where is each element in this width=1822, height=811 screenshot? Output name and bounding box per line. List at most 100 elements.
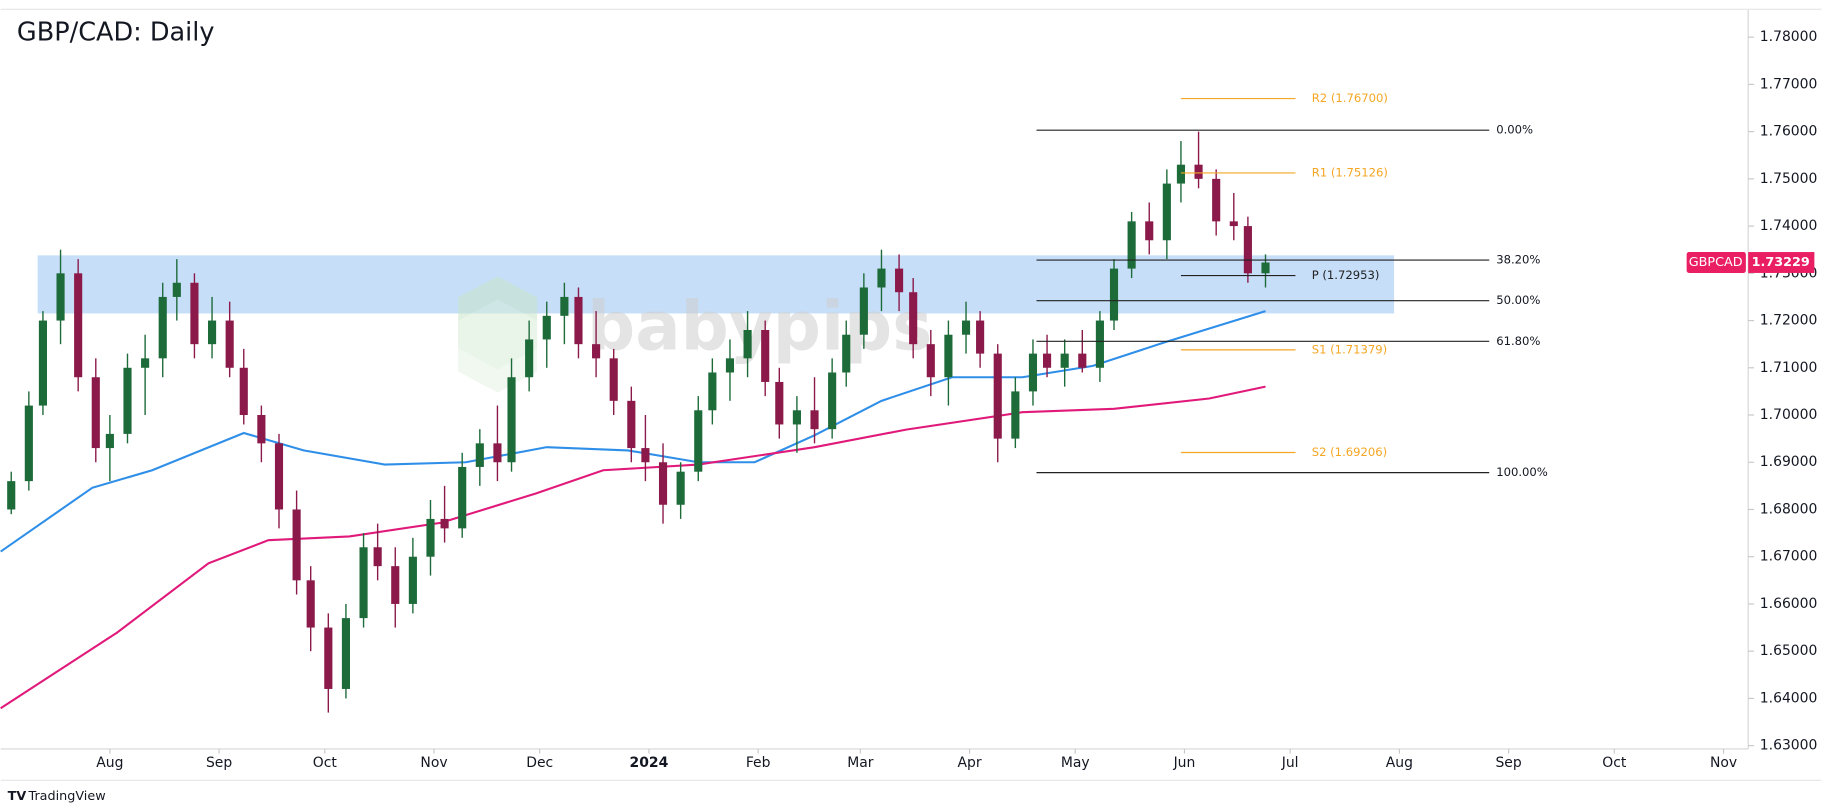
candle-body — [306, 580, 315, 628]
candle-body — [172, 282, 181, 297]
candle-body — [909, 292, 918, 345]
y-tick-label: 1.66000 — [1760, 596, 1818, 612]
y-tick-label: 1.75000 — [1760, 171, 1818, 187]
candle-body — [391, 566, 400, 604]
y-tick-label: 1.70000 — [1760, 407, 1818, 423]
candle-body — [426, 518, 435, 557]
candle-body — [944, 334, 953, 378]
candle-body — [761, 329, 770, 382]
zone-layer — [37, 255, 1395, 314]
symbol-label: GBPCAD — [1689, 255, 1743, 270]
y-tick-label: 1.69000 — [1760, 454, 1818, 470]
fib-label: 38.20% — [1496, 253, 1540, 267]
candle-body — [158, 296, 167, 359]
moving-average — [0, 385, 1266, 710]
candle-body — [359, 547, 368, 619]
price-label: 1.73229 — [1752, 255, 1810, 270]
pivot-label: S2 (1.69206) — [1312, 445, 1388, 459]
candle-body — [408, 556, 417, 604]
watermark-logo — [458, 276, 538, 370]
candle-body — [274, 443, 284, 510]
y-tick-label: 1.74000 — [1760, 218, 1818, 234]
candle-body — [993, 353, 1002, 439]
candle-body — [775, 381, 784, 425]
candle-body — [1042, 353, 1052, 368]
candle-body — [810, 410, 819, 430]
watermark-logo — [458, 299, 538, 393]
candle-body — [56, 273, 65, 321]
x-tick-label: Feb — [746, 755, 771, 771]
pivot-label: P (1.72953) — [1312, 268, 1380, 282]
x-tick-label: Dec — [526, 755, 553, 771]
candle-body — [725, 358, 735, 373]
candle-body — [38, 320, 48, 406]
candle-body — [743, 329, 752, 359]
x-tick-label: Nov — [420, 755, 447, 771]
chart-title: GBP/CAD: Daily — [17, 18, 215, 48]
candle-body — [1194, 164, 1203, 179]
candle-body — [658, 462, 668, 505]
x-tick-label: Jul — [1281, 755, 1299, 771]
candle-body — [141, 358, 150, 368]
candle-body — [842, 334, 851, 373]
fib-label: 61.80% — [1496, 334, 1540, 348]
candle-body — [207, 320, 217, 345]
pivot-label: R1 (1.75126) — [1312, 165, 1388, 179]
symbol-tag — [1686, 252, 1746, 273]
candle-body — [1109, 268, 1119, 321]
candle-body — [440, 518, 449, 529]
y-tick-label: 1.67000 — [1760, 549, 1818, 565]
candle-body — [1261, 262, 1270, 274]
candle-body — [961, 320, 971, 335]
candle-body — [574, 296, 583, 345]
candle-body — [877, 268, 886, 288]
candle-body — [225, 320, 234, 368]
candle-body — [708, 372, 717, 411]
candle-body — [1162, 183, 1171, 241]
candle-body — [123, 367, 132, 434]
x-tick-label: Oct — [1602, 755, 1627, 771]
y-tick-label: 1.71000 — [1760, 360, 1818, 376]
candle-body — [1095, 320, 1104, 368]
candle-body — [458, 466, 467, 529]
candle-body — [324, 627, 333, 689]
pivot-label: S1 (1.71379) — [1312, 342, 1388, 356]
candle-body — [1011, 391, 1020, 439]
candle-body — [542, 315, 551, 340]
candle-body — [1060, 353, 1069, 368]
candle-body — [560, 296, 569, 316]
fib-label: 100.00% — [1496, 465, 1548, 479]
footer-logo: TV — [8, 789, 27, 804]
candle-body — [91, 377, 100, 449]
candle-body — [828, 372, 837, 430]
x-tick-label: Aug — [96, 755, 123, 771]
candle-body — [475, 443, 484, 467]
fib-label: 0.00% — [1496, 123, 1533, 137]
x-tick-label: Sep — [206, 755, 232, 771]
candle-body — [641, 448, 650, 463]
x-tick-label: Sep — [1495, 755, 1521, 771]
x-tick-label: Apr — [958, 755, 982, 771]
candle-body — [1028, 353, 1038, 392]
candle-body — [694, 410, 703, 472]
x-tick-label: Jun — [1173, 755, 1196, 771]
candle-body — [1212, 178, 1221, 222]
candle-body — [609, 358, 618, 401]
candle-body — [525, 339, 534, 378]
candle-body — [507, 377, 516, 463]
candle-body — [592, 344, 601, 359]
candle-body — [1127, 221, 1136, 269]
y-tick-label: 1.78000 — [1760, 29, 1818, 45]
candle-body — [926, 344, 935, 378]
x-tick-label: Aug — [1386, 755, 1413, 771]
x-tick-label: Nov — [1710, 755, 1737, 771]
resistance-zone — [37, 255, 1395, 314]
candle-body — [292, 509, 301, 581]
candle-body — [792, 410, 801, 425]
candle-body — [1229, 221, 1238, 227]
y-tick-label: 1.77000 — [1760, 76, 1818, 92]
x-tick-label: May — [1061, 755, 1090, 771]
x-tick-label: 2024 — [630, 755, 669, 771]
